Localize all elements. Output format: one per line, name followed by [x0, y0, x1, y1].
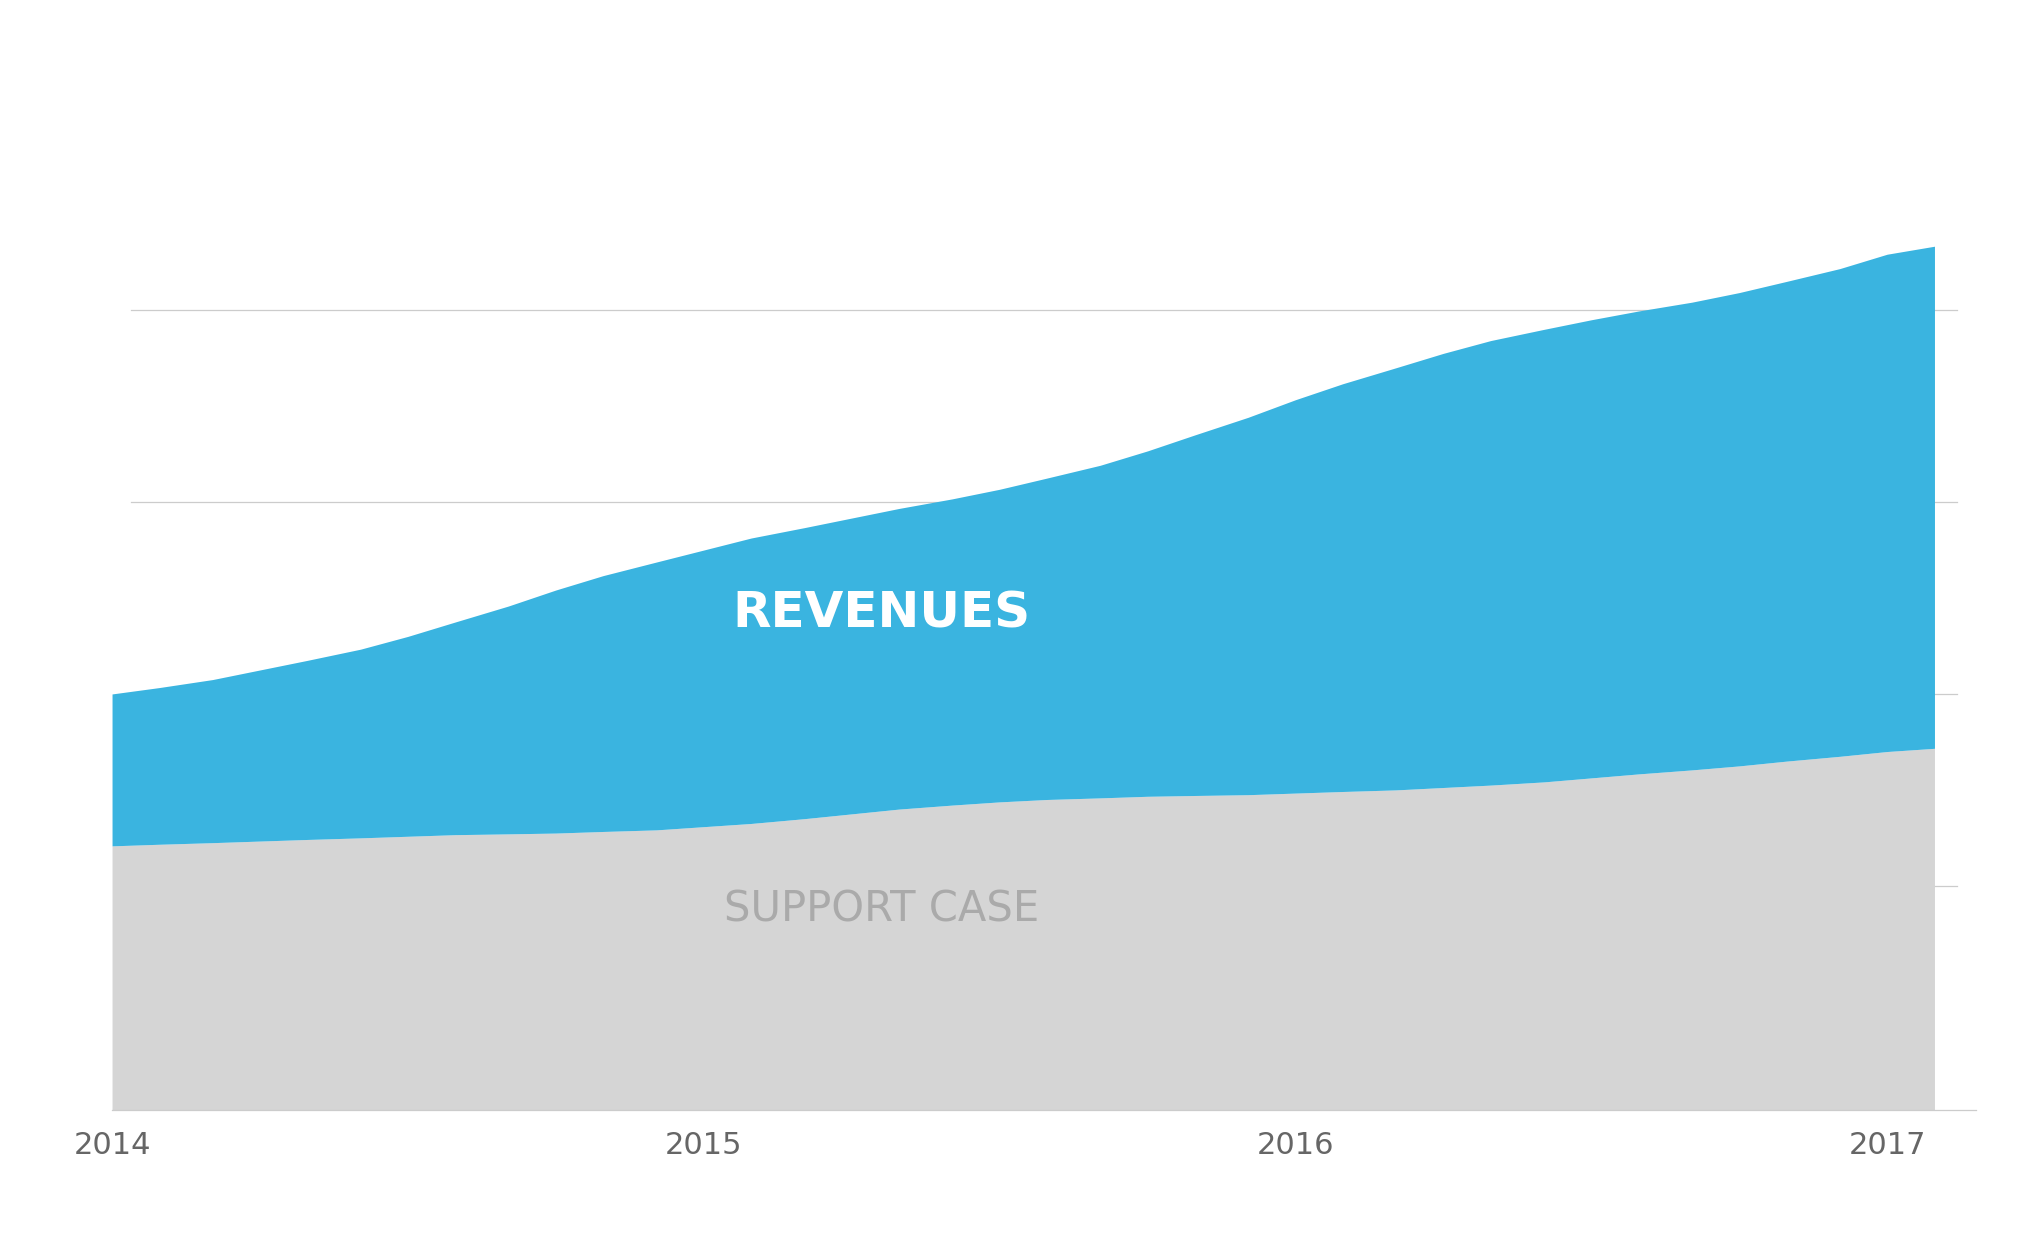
- Text: REVENUES: REVENUES: [731, 591, 1031, 637]
- Text: SUPPORT CASE: SUPPORT CASE: [723, 889, 1039, 931]
